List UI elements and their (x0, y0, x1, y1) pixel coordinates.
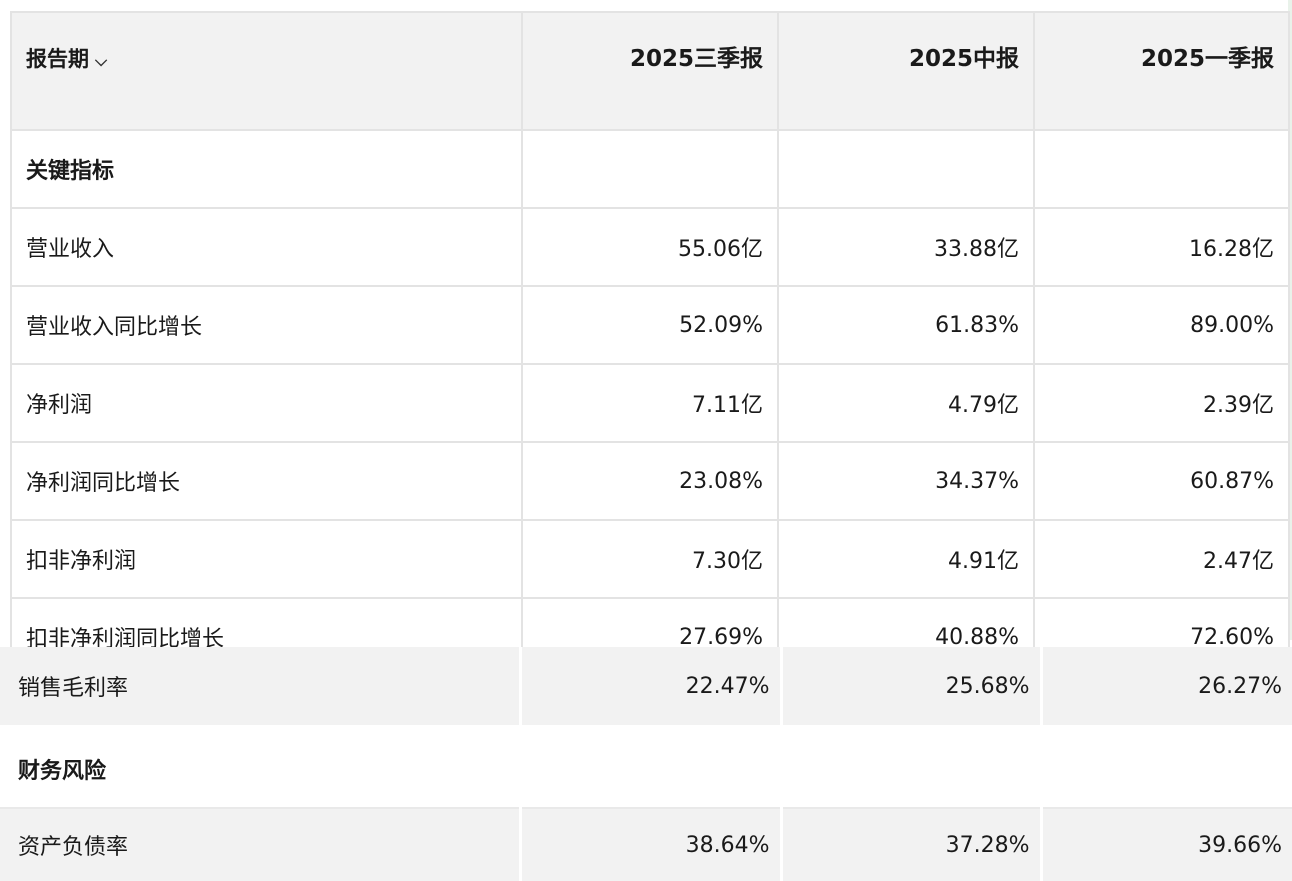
section-title: 关键指标 (26, 159, 115, 184)
row-label: 销售毛利率 (0, 647, 522, 725)
cell-value: 7.11亿 (521, 363, 779, 443)
section-row-key-indicators: 关键指标 (10, 129, 1290, 209)
cell-value: 61.83% (777, 285, 1035, 365)
cell-value: 55.06亿 (521, 207, 779, 287)
cell-value: 39.66% (1041, 808, 1292, 881)
cell-value: 2.47亿 (1033, 519, 1290, 599)
cell-value: 33.88亿 (777, 207, 1035, 287)
column-header-q3: 2025三季报 (521, 11, 779, 131)
table-row: 营业收入同比增长 52.09% 61.83% 89.00% (10, 285, 1290, 365)
table-row: 扣非净利润 7.30亿 4.91亿 2.47亿 (10, 519, 1290, 599)
section-row-financial-risk: 财务风险 (0, 731, 1292, 809)
cell-value: 37.28% (781, 808, 1043, 881)
period-label: 报告期 (26, 47, 89, 71)
cell-value: 25.68% (781, 647, 1043, 725)
chevron-down-icon: ⌵ (95, 51, 108, 70)
cell-value: 89.00% (1033, 285, 1290, 365)
table-row: 净利润同比增长 23.08% 34.37% 60.87% (10, 441, 1290, 521)
cell-value: 16.28亿 (1033, 207, 1290, 287)
column-header-h1: 2025中报 (777, 11, 1035, 131)
column-header-q1: 2025一季报 (1033, 11, 1290, 131)
cell-value: 22.47% (520, 647, 783, 725)
period-selector[interactable]: 报告期 ⌵ (10, 11, 523, 131)
cell-value: 52.09% (521, 285, 779, 365)
financial-risk-table: 销售毛利率 22.47% 25.68% 26.27% 财务风险 资产负债率 38… (0, 647, 1292, 881)
key-indicators-table: 报告期 ⌵ 2025三季报 2025中报 2025一季报 关键指标 营业收入 55… (10, 11, 1290, 677)
row-label: 净利润 (10, 363, 523, 443)
cell-value: 26.27% (1041, 647, 1292, 725)
table-row: 营业收入 55.06亿 33.88亿 16.28亿 (10, 207, 1290, 287)
row-label: 资产负债率 (0, 808, 522, 881)
cell-value: 38.64% (520, 808, 783, 881)
cell-value: 7.30亿 (521, 519, 779, 599)
row-label: 营业收入同比增长 (10, 285, 523, 365)
cell-value: 4.91亿 (777, 519, 1035, 599)
edge-strip (1288, 0, 1292, 640)
cell-value: 4.79亿 (777, 363, 1035, 443)
table-row-debt-ratio: 资产负债率 38.64% 37.28% 39.66% (0, 808, 1292, 881)
cell-value: 34.37% (777, 441, 1035, 521)
row-label: 净利润同比增长 (10, 441, 523, 521)
cell-value: 2.39亿 (1033, 363, 1290, 443)
row-label: 营业收入 (10, 207, 523, 287)
cell-value: 60.87% (1033, 441, 1290, 521)
table-row: 净利润 7.11亿 4.79亿 2.39亿 (10, 363, 1290, 443)
cell-value: 23.08% (521, 441, 779, 521)
section-title: 财务风险 (18, 759, 107, 784)
table-row-gross-margin: 销售毛利率 22.47% 25.68% 26.27% (0, 647, 1292, 725)
table-header-row: 报告期 ⌵ 2025三季报 2025中报 2025一季报 (10, 11, 1290, 131)
row-label: 扣非净利润 (10, 519, 523, 599)
